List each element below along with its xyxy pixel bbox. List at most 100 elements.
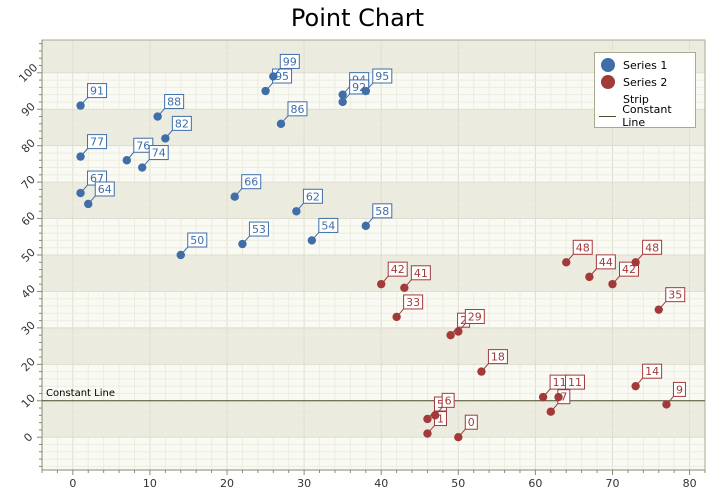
point-label: 6 bbox=[445, 394, 452, 407]
data-point-series-2 bbox=[454, 327, 462, 335]
data-point-series-1 bbox=[261, 87, 269, 95]
point-label: 88 bbox=[167, 96, 181, 109]
data-point-series-2 bbox=[631, 382, 639, 390]
legend-item-constant-line: Constant Line bbox=[599, 108, 695, 124]
constant-line-swatch-icon bbox=[599, 116, 616, 117]
y-tick-label: 50 bbox=[19, 246, 38, 265]
series-1-marker-icon bbox=[601, 58, 615, 72]
y-tick-label: 0 bbox=[21, 430, 35, 444]
data-point-series-2 bbox=[608, 280, 616, 288]
data-point-series-1 bbox=[238, 240, 246, 248]
point-label: 91 bbox=[90, 85, 104, 98]
strip-band bbox=[42, 401, 705, 437]
data-point-series-1 bbox=[362, 222, 370, 230]
y-tick-label: 30 bbox=[19, 319, 38, 338]
data-point-series-2 bbox=[446, 331, 454, 339]
y-tick-label: 100 bbox=[16, 61, 40, 85]
data-point-series-2 bbox=[547, 407, 555, 415]
y-tick-label: 20 bbox=[19, 355, 38, 374]
point-label: 66 bbox=[244, 176, 258, 189]
data-point-series-2 bbox=[423, 429, 431, 437]
point-label: 76 bbox=[136, 139, 150, 152]
point-label: 11 bbox=[553, 376, 567, 389]
point-label: 53 bbox=[252, 223, 266, 236]
point-label: 35 bbox=[668, 289, 682, 302]
data-point-series-1 bbox=[153, 112, 161, 120]
point-label: 50 bbox=[190, 234, 204, 247]
point-label: 44 bbox=[599, 256, 613, 269]
data-point-series-1 bbox=[338, 90, 346, 98]
data-point-series-1 bbox=[123, 156, 131, 164]
legend-label-series-2: Series 2 bbox=[623, 76, 667, 89]
point-label: 29 bbox=[468, 311, 482, 324]
point-label: 11 bbox=[568, 376, 582, 389]
data-point-series-1 bbox=[338, 98, 346, 106]
data-point-series-1 bbox=[84, 200, 92, 208]
data-point-series-1 bbox=[277, 120, 285, 128]
x-tick-label: 70 bbox=[605, 477, 619, 490]
data-point-series-2 bbox=[431, 411, 439, 419]
y-tick-label: 40 bbox=[19, 282, 38, 301]
constant-line-label: Constant Line bbox=[46, 388, 115, 399]
strip-band bbox=[42, 328, 705, 364]
point-label: 41 bbox=[414, 267, 428, 280]
data-point-series-2 bbox=[454, 433, 462, 441]
data-point-series-2 bbox=[400, 284, 408, 292]
point-label: 99 bbox=[283, 55, 297, 68]
y-tick-label: 10 bbox=[19, 392, 38, 411]
data-point-series-1 bbox=[177, 251, 185, 259]
data-point-series-2 bbox=[585, 273, 593, 281]
point-label: 0 bbox=[468, 416, 475, 429]
y-tick-label: 80 bbox=[19, 136, 38, 155]
x-tick-label: 10 bbox=[143, 477, 157, 490]
legend-item-series-2: Series 2 bbox=[601, 74, 667, 90]
point-label: 86 bbox=[290, 103, 304, 116]
data-point-series-1 bbox=[292, 207, 300, 215]
point-label: 14 bbox=[645, 365, 659, 378]
x-tick-label: 40 bbox=[374, 477, 388, 490]
strip-swatch-icon bbox=[601, 92, 615, 106]
data-point-series-2 bbox=[554, 393, 562, 401]
x-tick-label: 80 bbox=[683, 477, 697, 490]
point-label: 64 bbox=[98, 183, 112, 196]
data-point-series-1 bbox=[231, 192, 239, 200]
data-point-series-2 bbox=[539, 393, 547, 401]
point-label: 42 bbox=[391, 263, 405, 276]
data-point-series-2 bbox=[631, 258, 639, 266]
data-point-series-1 bbox=[161, 134, 169, 142]
point-label: 48 bbox=[645, 241, 659, 254]
data-point-series-2 bbox=[477, 367, 485, 375]
x-tick-label: 50 bbox=[451, 477, 465, 490]
point-label: 58 bbox=[375, 205, 389, 218]
data-point-series-1 bbox=[269, 72, 277, 80]
y-tick-label: 90 bbox=[19, 100, 38, 119]
x-tick-label: 60 bbox=[528, 477, 542, 490]
y-tick-label: 60 bbox=[19, 209, 38, 228]
point-label: 95 bbox=[375, 70, 389, 83]
legend-label-series-1: Series 1 bbox=[623, 59, 667, 72]
point-label: 62 bbox=[306, 190, 320, 203]
data-point-series-1 bbox=[138, 163, 146, 171]
data-point-series-1 bbox=[76, 101, 84, 109]
legend-label-constant-line: Constant Line bbox=[622, 103, 695, 129]
data-point-series-2 bbox=[655, 305, 663, 313]
data-point-series-1 bbox=[76, 189, 84, 197]
legend-item-series-1: Series 1 bbox=[601, 57, 667, 73]
point-label: 82 bbox=[175, 117, 189, 130]
point-label: 9 bbox=[676, 383, 683, 396]
data-point-series-2 bbox=[392, 313, 400, 321]
data-point-series-2 bbox=[662, 400, 670, 408]
data-point-series-1 bbox=[308, 236, 316, 244]
data-point-series-1 bbox=[76, 152, 84, 160]
point-label: 48 bbox=[576, 241, 590, 254]
point-label: 77 bbox=[90, 136, 104, 149]
point-label: 18 bbox=[491, 351, 505, 364]
point-label: 54 bbox=[321, 219, 335, 232]
point-label: 74 bbox=[152, 147, 166, 160]
x-tick-label: 0 bbox=[69, 477, 76, 490]
series-2-marker-icon bbox=[601, 75, 615, 89]
x-tick-label: 20 bbox=[220, 477, 234, 490]
point-label: 33 bbox=[406, 296, 420, 309]
legend: Series 1 Series 2 Strip Constant Line bbox=[594, 52, 696, 128]
data-point-series-2 bbox=[423, 415, 431, 423]
